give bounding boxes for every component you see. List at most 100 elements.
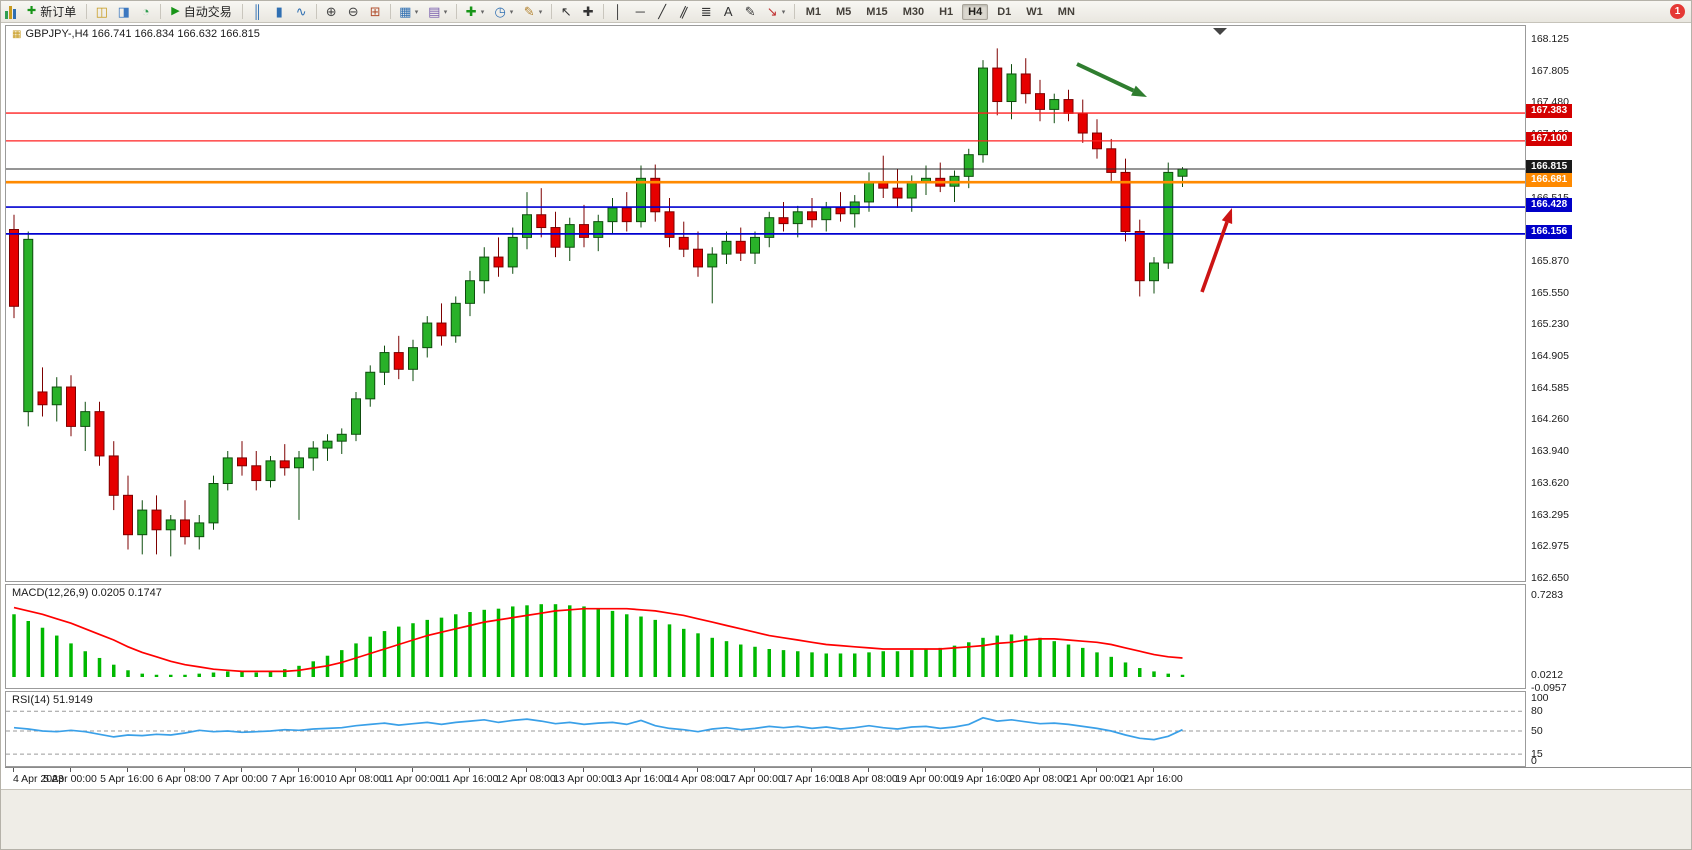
periods-icon[interactable]: ◷ [494,4,506,19]
channel-icon[interactable]: ∥ [678,3,691,20]
time-axis[interactable]: 4 Apr 2023 5 Apr 00:00 5 Apr 16:00 6 Apr 08… [5,767,1691,790]
time-axis-tick [1039,768,1040,772]
timeframe-button-w1[interactable]: W1 [1026,5,1043,18]
time-axis-label: 5 Apr 00:00 [43,773,97,785]
time-axis-label: 7 Apr 16:00 [271,773,325,785]
chart-symbol-icon: ▦ [12,28,22,40]
vertical-line-icon[interactable]: │ [614,4,623,19]
auto-trading-button[interactable]: ▶ 自动交易 [165,3,237,21]
price-axis-label: 162.975 [1531,540,1569,552]
zoom-in-icon[interactable]: ⊕ [325,4,337,19]
price-axis-label: 165.870 [1531,254,1569,267]
symbol-ohlc-label: ▦ GBPJPY-,H4 166.741 166.834 166.632 166… [12,28,260,40]
time-axis-tick [13,768,14,772]
macd-panel[interactable]: MACD(12,26,9) 0.0205 0.1747 [5,584,1526,689]
time-axis-label: 21 Apr 16:00 [1123,773,1183,785]
price-axis-label: 165.230 [1531,318,1569,330]
timeframe-button-m5[interactable]: M5 [836,5,852,18]
macd-axis: 0.7283 0.0212 -0.0957 [1526,584,1691,694]
price-axis-label: 163.620 [1531,476,1569,489]
strategy-tester-icon[interactable]: ◔ [141,4,150,19]
bar-chart-icon[interactable]: ║ [252,4,262,19]
red-arrow[interactable] [1200,208,1233,293]
toolbar-separator [315,4,317,19]
timeframe-button-h1[interactable]: H1 [939,5,954,18]
candlestick-chart[interactable] [6,26,1525,581]
new-order-button[interactable]: ✚ 新订单 [21,3,82,21]
price-axis-label: 164.905 [1531,350,1569,362]
new-chart-icon-caret[interactable]: ▾ [414,8,419,16]
price-axis-label: 167.805 [1531,64,1569,77]
price-tag-166.156: 166.156 [1526,224,1573,239]
rsi-axis-label: 80 [1531,705,1543,718]
crosshair-icon[interactable]: ✚ [582,4,594,19]
price-axis-label: 163.940 [1531,445,1569,457]
time-axis-tick [697,768,698,772]
notification-badge[interactable]: 1 [1670,4,1685,19]
time-axis-label: 7 Apr 00:00 [214,773,268,785]
fibonacci-icon[interactable]: ≣ [700,4,712,19]
price-axis[interactable]: 168.125167.805167.480167.160166.840166.5… [1526,25,1691,584]
horizontal-line-icon[interactable]: ─ [635,4,645,19]
text-icon[interactable]: A [723,4,733,19]
timeframe-button-mn[interactable]: MN [1057,5,1075,18]
rsi-axis-label: 100 [1531,692,1549,704]
trendline-icon[interactable]: ╱ [658,4,667,19]
toolbar: ✚ 新订单 ◫ ◨ ◔ ▶ 自动交易 ║ ▮ ∿ ⊕ ⊖ ⊞ ▦ ▾ ▤ ▾ ✚ ▾ ◷ ▾ ✎ ▾ ↖ ✚ │ ─ ╱ ∥ ≣ A ✎ ↘ ▾ M… [1,1,1691,23]
toolbar-separator [602,4,604,19]
rsi-chart [6,710,1525,755]
macd-axis-label: 0.0212 [1531,668,1564,681]
cursor-icon[interactable]: ↖ [560,4,572,19]
rsi-label: RSI(14) 51.9149 [12,694,93,706]
data-window-icon[interactable]: ◨ [117,4,130,19]
time-axis-tick [925,768,926,772]
zoom-out-icon[interactable]: ⊖ [347,4,359,19]
profiles-icon-caret[interactable]: ▾ [443,8,448,16]
time-axis-label: 5 Apr 16:00 [100,773,154,785]
timeframe-button-d1[interactable]: D1 [997,5,1012,18]
time-axis-label: 10 Apr 08:00 [325,773,385,785]
price-tag-166.815: 166.815 [1526,159,1573,174]
time-axis-tick [127,768,128,772]
time-axis-label: 21 Apr 00:00 [1066,773,1126,785]
time-axis-tick [184,768,185,772]
profiles-icon[interactable]: ▤ [428,4,441,19]
rsi-line [13,716,1183,741]
main-chart-panel[interactable]: ▦ GBPJPY-,H4 166.741 166.834 166.632 166… [5,25,1526,582]
text-label-icon[interactable]: ✎ [744,4,756,19]
price-axis-label: 162.650 [1531,572,1569,584]
toolbar-separator [241,4,243,19]
green-arrow[interactable] [1076,62,1147,97]
time-axis-tick [1096,768,1097,772]
new-chart-icon[interactable]: ▦ [399,4,412,19]
chart-shift-marker[interactable] [1213,28,1227,35]
price-axis-label: 165.550 [1531,286,1569,299]
arrows-tool-icon[interactable]: ↘ [766,4,778,19]
market-watch-icon[interactable]: ◫ [95,4,108,19]
rsi-axis-label: 0 [1531,755,1537,767]
templates-icon[interactable]: ✎ [523,4,535,19]
timeframe-button-m15[interactable]: M15 [866,5,888,18]
time-axis-tick [811,768,812,772]
line-chart-icon[interactable]: ∿ [295,4,307,19]
tile-windows-icon[interactable]: ⊞ [369,4,381,19]
rsi-panel[interactable]: RSI(14) 51.9149 [5,691,1526,767]
timeframe-button-m30[interactable]: M30 [902,5,925,18]
indicators-icon[interactable]: ✚ [465,4,477,19]
toolbar-separator [160,4,162,19]
indicators-icon-caret[interactable]: ▾ [480,8,485,16]
timeframe-button-h4[interactable]: H4 [962,3,989,20]
time-axis-label: 20 Apr 08:00 [1009,773,1069,785]
macd-axis-label: -0.0957 [1531,681,1567,694]
time-axis-label: 4 Apr 2023 [13,773,64,785]
periods-icon-caret[interactable]: ▾ [509,8,514,16]
time-axis-tick [70,768,71,772]
macd-histogram [12,604,1185,677]
macd-signal-line [13,606,1183,673]
time-axis-label: 11 Apr 16:00 [439,773,499,785]
templates-icon-caret[interactable]: ▾ [538,8,543,16]
arrows-tool-icon-caret[interactable]: ▾ [781,8,786,16]
candlestick-chart-icon[interactable]: ▮ [275,4,283,19]
time-axis-label: 13 Apr 00:00 [553,773,613,785]
timeframe-button-m1[interactable]: M1 [805,5,821,18]
